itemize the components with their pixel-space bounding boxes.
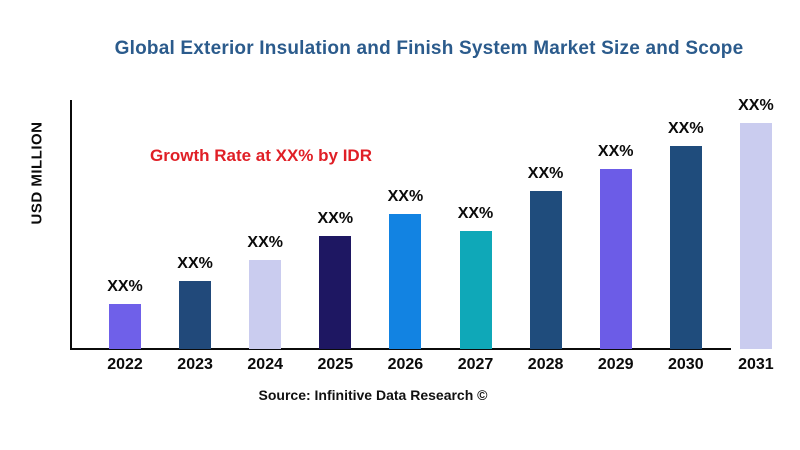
x-tick-2027: 2027 <box>457 356 494 373</box>
x-tick-2030: 2030 <box>668 356 704 373</box>
y-axis-line <box>70 100 72 350</box>
x-tick-2025: 2025 <box>317 356 354 373</box>
bar-value-label-2022: XX% <box>107 278 143 295</box>
bar-value-label-2030: XX% <box>668 120 704 137</box>
bar-value-label-2025: XX% <box>317 210 354 227</box>
x-tick-2023: 2023 <box>177 356 213 373</box>
y-axis-label: USD MILLION <box>28 121 46 225</box>
chart-title: Global Exterior Insulation and Finish Sy… <box>114 38 744 59</box>
bar-2026 <box>389 214 422 349</box>
bar-2027 <box>459 231 492 349</box>
bar-2025 <box>319 236 352 349</box>
bar-2028 <box>529 191 562 349</box>
bar-value-label-2023: XX% <box>177 255 213 272</box>
x-tick-2029: 2029 <box>597 356 634 373</box>
bar-value-label-2031: XX% <box>738 97 774 114</box>
bar-value-label-2024: XX% <box>247 234 283 251</box>
bar-2024 <box>249 260 282 349</box>
bar-value-label-2027: XX% <box>457 205 494 222</box>
bar-2030 <box>669 146 702 349</box>
bar-value-label-2026: XX% <box>387 188 424 205</box>
bar-value-label-2029: XX% <box>597 143 634 160</box>
x-axis-line <box>70 348 731 350</box>
x-tick-2024: 2024 <box>247 356 283 373</box>
bar-value-label-2028: XX% <box>527 165 564 182</box>
x-tick-2031: 2031 <box>738 356 774 373</box>
bar-2029 <box>599 169 632 349</box>
x-tick-2028: 2028 <box>527 356 564 373</box>
x-tick-2022: 2022 <box>107 356 143 373</box>
growth-rate-annotation: Growth Rate at XX% by IDR <box>150 146 372 165</box>
x-tick-2026: 2026 <box>387 356 424 373</box>
bar-2031 <box>739 123 772 349</box>
source-text: Source: Infinitive Data Research © <box>258 387 488 403</box>
bar-2023 <box>179 281 212 349</box>
bar-2022 <box>109 304 141 349</box>
